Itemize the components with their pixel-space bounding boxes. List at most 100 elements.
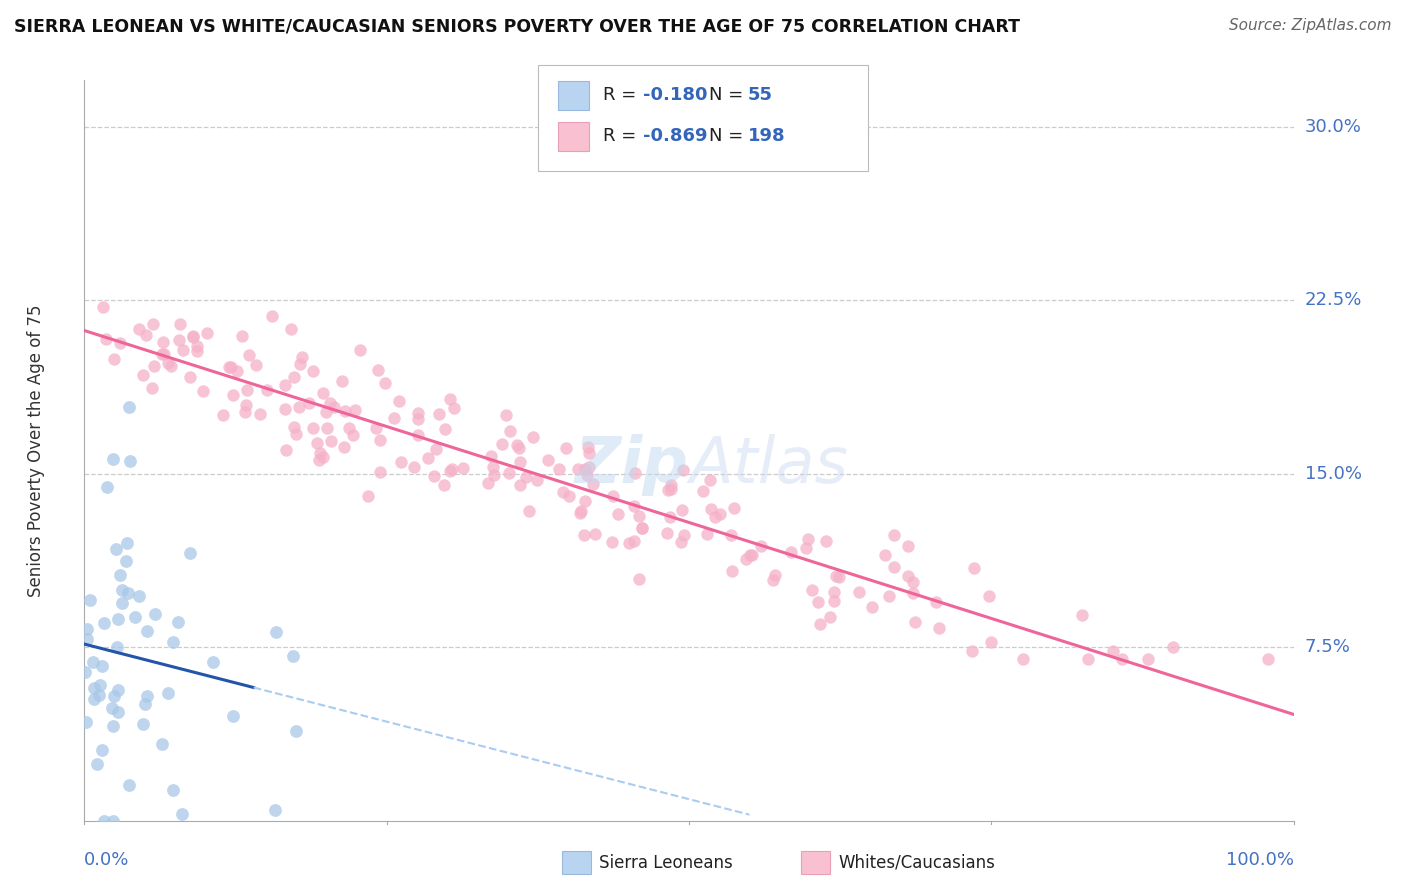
Point bbox=[576, 468, 599, 483]
Point bbox=[101, 814, 124, 828]
Point bbox=[236, 383, 259, 397]
Text: N =: N = bbox=[709, 128, 748, 145]
Point bbox=[101, 700, 124, 714]
Point bbox=[94, 333, 117, 347]
Point bbox=[195, 326, 218, 340]
Point bbox=[509, 478, 531, 492]
Point bbox=[762, 574, 785, 588]
Point bbox=[709, 507, 731, 521]
Point bbox=[740, 548, 762, 562]
Point bbox=[167, 615, 190, 630]
Point bbox=[800, 583, 823, 598]
Point bbox=[312, 450, 335, 464]
Point bbox=[548, 462, 571, 476]
Point bbox=[423, 469, 446, 483]
Point bbox=[624, 466, 647, 480]
Point bbox=[103, 351, 125, 366]
Point bbox=[671, 502, 693, 516]
Point bbox=[828, 570, 851, 584]
Point bbox=[160, 359, 183, 373]
Point bbox=[238, 348, 260, 362]
Point bbox=[302, 421, 325, 435]
Point bbox=[384, 410, 406, 425]
Point bbox=[120, 454, 142, 468]
Point bbox=[337, 421, 360, 435]
Text: -0.180: -0.180 bbox=[643, 87, 707, 104]
Point bbox=[509, 455, 531, 469]
Point bbox=[659, 510, 682, 524]
Point bbox=[508, 442, 530, 456]
Point bbox=[703, 509, 725, 524]
Text: N =: N = bbox=[709, 87, 748, 104]
Point bbox=[226, 364, 249, 378]
Point bbox=[427, 407, 450, 421]
Point bbox=[315, 421, 337, 435]
Point bbox=[179, 546, 201, 560]
Point bbox=[495, 409, 517, 423]
Point bbox=[763, 567, 786, 582]
Point bbox=[741, 549, 763, 563]
Point bbox=[284, 427, 307, 442]
Point bbox=[780, 545, 803, 559]
Point bbox=[672, 463, 695, 477]
Text: 198: 198 bbox=[748, 128, 786, 145]
Point bbox=[290, 357, 312, 371]
Point bbox=[135, 327, 157, 342]
Point bbox=[814, 534, 837, 549]
Point bbox=[627, 508, 650, 523]
Point bbox=[901, 586, 924, 600]
Point bbox=[318, 396, 340, 410]
Point bbox=[572, 528, 595, 542]
Point bbox=[655, 526, 678, 541]
Point bbox=[349, 343, 371, 358]
Text: Zip: Zip bbox=[575, 434, 689, 496]
Point bbox=[897, 540, 920, 554]
Point bbox=[101, 719, 124, 733]
Point bbox=[631, 521, 654, 535]
Point bbox=[76, 632, 98, 647]
Point bbox=[526, 473, 548, 487]
Point bbox=[107, 705, 129, 719]
Point bbox=[117, 586, 139, 600]
Text: -0.869: -0.869 bbox=[643, 128, 707, 145]
Point bbox=[172, 806, 194, 821]
Point bbox=[482, 459, 505, 474]
Point bbox=[315, 405, 337, 419]
Point bbox=[696, 527, 718, 541]
Point bbox=[101, 451, 124, 466]
Point bbox=[723, 501, 745, 516]
Point bbox=[453, 461, 475, 475]
Point bbox=[157, 686, 180, 700]
Point bbox=[82, 655, 104, 669]
Point bbox=[551, 485, 574, 500]
Point bbox=[219, 359, 242, 374]
Point bbox=[245, 358, 267, 372]
Point bbox=[980, 635, 1002, 649]
Text: Atlas: Atlas bbox=[689, 434, 848, 496]
Point bbox=[235, 398, 257, 412]
Point bbox=[627, 572, 650, 586]
Point bbox=[904, 615, 927, 630]
Point bbox=[977, 589, 1000, 603]
Point bbox=[1137, 651, 1160, 665]
Point bbox=[73, 665, 96, 679]
Point bbox=[669, 535, 692, 549]
Point bbox=[364, 420, 387, 434]
Text: 55: 55 bbox=[748, 87, 773, 104]
Point bbox=[285, 723, 308, 738]
Point bbox=[75, 714, 97, 729]
Point bbox=[135, 689, 157, 703]
Point bbox=[322, 400, 344, 414]
Point bbox=[342, 428, 364, 442]
Point bbox=[574, 462, 596, 476]
Point bbox=[152, 335, 174, 350]
Point bbox=[91, 742, 114, 756]
Point bbox=[333, 440, 356, 454]
Point bbox=[181, 329, 204, 343]
Point bbox=[186, 343, 208, 358]
Point bbox=[402, 460, 425, 475]
Point bbox=[807, 595, 830, 609]
Point bbox=[960, 644, 983, 658]
Point bbox=[87, 688, 110, 702]
Point bbox=[692, 484, 714, 499]
